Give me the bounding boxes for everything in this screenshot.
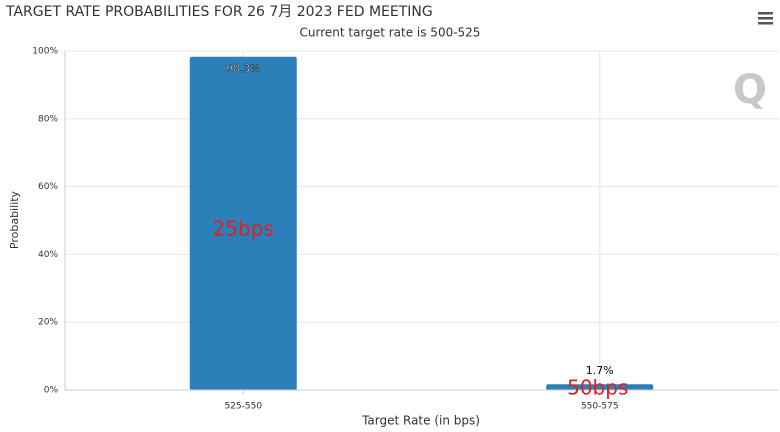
annotation: 50bps <box>567 376 628 400</box>
y-tick-label: 100% <box>32 47 58 57</box>
x-tick-label: 550-575 <box>581 402 619 412</box>
data-label: 98.3% <box>226 62 261 75</box>
logo: Q <box>733 67 767 113</box>
chart-subtitle: Current target rate is 500-525 <box>300 26 481 40</box>
menu-bar <box>758 12 773 15</box>
data-label: 1.7% <box>586 364 614 377</box>
menu-bar <box>758 17 773 20</box>
menu-button[interactable] <box>758 12 773 25</box>
y-tick-label: 0% <box>44 386 59 396</box>
menu-bar <box>758 22 773 25</box>
y-tick-label: 80% <box>38 114 58 124</box>
bar <box>189 56 297 390</box>
x-tick-label: 525-550 <box>224 402 262 412</box>
chart-title: TARGET RATE PROBABILITIES FOR 26 7月 2023… <box>5 4 433 20</box>
bar <box>546 384 654 390</box>
annotation: 25bps <box>213 217 274 241</box>
y-tick-label: 40% <box>38 250 58 260</box>
y-axis-label: Probability <box>8 190 21 249</box>
y-tick-label: 60% <box>38 182 58 192</box>
y-tick-label: 20% <box>38 318 58 328</box>
x-axis-label: Target Rate (in bps) <box>361 414 480 428</box>
